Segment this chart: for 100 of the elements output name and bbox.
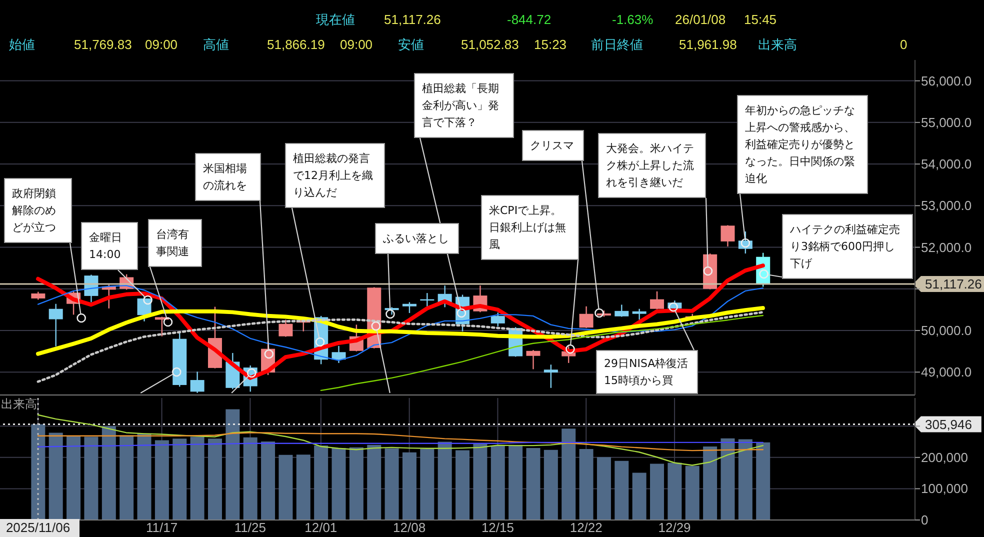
bar (120, 435, 134, 520)
bar (614, 460, 629, 520)
candlestick (332, 345, 346, 364)
x-tick-label: 12/29 (658, 520, 691, 535)
bar (172, 438, 187, 520)
y-tick-label: 50,000.0 (921, 322, 972, 338)
bar (596, 457, 611, 520)
y-tick-label: 56,000.0 (921, 73, 972, 88)
y-tick-label: 54,000.0 (921, 156, 972, 172)
ref-line-label: 305,946 (925, 416, 972, 432)
x-tick-label: 11/25 (234, 520, 266, 535)
text: 現在値 (316, 12, 355, 28)
text: 15:45 (744, 12, 777, 28)
bar (296, 454, 310, 520)
text: 51,117.26 (384, 12, 441, 28)
y-tick-label: 200,000 (921, 450, 968, 465)
x-tick-label: 12/22 (570, 520, 602, 535)
bar (261, 441, 276, 520)
text: 前日終値 (591, 37, 643, 53)
bar (632, 472, 646, 520)
y-tick-label: 55,000.0 (921, 114, 972, 130)
text: -1.63% (612, 12, 654, 28)
bar (420, 448, 434, 520)
bar (720, 438, 735, 520)
bar (226, 409, 240, 520)
x-tick-label: 12/15 (481, 520, 514, 535)
line-series (320, 314, 764, 392)
bar (402, 452, 416, 520)
bar (438, 442, 452, 520)
candlestick (579, 306, 594, 329)
bar (473, 443, 488, 520)
bar (243, 437, 258, 520)
annotation: 植田総裁の発言で12月利上を織り込んだ (285, 143, 385, 208)
bar (367, 444, 382, 520)
bar (544, 450, 558, 520)
ref-line-label: 51,117.26 (925, 276, 982, 292)
bar (685, 466, 700, 520)
x-tick-label: 12/08 (393, 520, 426, 535)
bar (190, 436, 204, 520)
text: 26/01/08 (675, 12, 726, 28)
text: 51,052.83 (461, 37, 519, 53)
annotation: クリスマ (522, 130, 584, 161)
text: 51,769.83 (74, 37, 132, 53)
text: 0 (900, 37, 908, 53)
bar (490, 446, 505, 520)
text: 出来高 (758, 37, 797, 53)
text: 51,866.19 (267, 37, 325, 53)
bar (756, 442, 770, 520)
candlestick (48, 303, 63, 347)
bar (31, 424, 46, 520)
bar (579, 448, 594, 520)
bar (137, 433, 152, 520)
x-tick-label: 11/17 (146, 520, 178, 535)
candlestick (650, 290, 664, 310)
text: 09:00 (145, 37, 178, 53)
candlestick (544, 364, 558, 389)
y-tick-label: 53,000.0 (921, 198, 972, 214)
bar (332, 448, 346, 520)
bar (48, 432, 63, 520)
bar (154, 440, 169, 520)
text: -844.72 (507, 12, 552, 28)
annotation: ふるい落とし (375, 223, 459, 254)
bar (349, 447, 364, 520)
candlestick (720, 224, 735, 248)
candlestick (632, 308, 646, 320)
line-series (36, 306, 765, 356)
x-tick-label: 2025/11/06 (6, 520, 70, 535)
text: 15:23 (534, 37, 567, 53)
candlestick (614, 304, 629, 318)
y-tick-label: 52,000.0 (921, 240, 972, 255)
annotation: 米国相場の流れを (195, 153, 261, 201)
annotation: 大発会。米ハイテク株が上昇した流れを引き継いだ (598, 133, 706, 198)
bar (738, 439, 752, 520)
y-tick-label: 0 (921, 512, 928, 528)
text: 安値 (398, 37, 424, 53)
bar (456, 450, 470, 520)
annotation: 米CPIで上昇。日銀利上げは無風 (481, 195, 579, 260)
bar (526, 448, 540, 520)
annotation: 植田総裁「長期金利が高い」発言で下落？ (414, 73, 514, 138)
bar (508, 444, 523, 520)
bar (562, 428, 576, 520)
line-series (37, 432, 764, 452)
chart-title: 出来高 (1, 397, 37, 411)
annotation: 台湾有事関連 (148, 219, 202, 267)
candlestick (278, 319, 293, 338)
text: ハイテクの利益確定売り3銘柄で600円押し下げ (782, 214, 913, 279)
bar (278, 454, 293, 520)
text: 高値 (203, 37, 229, 53)
bar (84, 436, 98, 520)
bar (314, 446, 328, 520)
bar (66, 436, 81, 520)
x-tick-label: 12/01 (304, 520, 338, 535)
annotation: 金曜日 14:00 (81, 222, 138, 270)
text: 始値 (9, 37, 35, 53)
y-tick-label: 100,000 (921, 481, 968, 496)
bar (703, 446, 718, 520)
bar (668, 462, 682, 520)
annotation: 年初からの急ピッチな上昇への警戒感から、利益確定売りが優勢となった。日中関係の緊迫化 (737, 95, 868, 194)
text: 51,961.98 (679, 37, 737, 53)
candlestick (490, 312, 505, 327)
